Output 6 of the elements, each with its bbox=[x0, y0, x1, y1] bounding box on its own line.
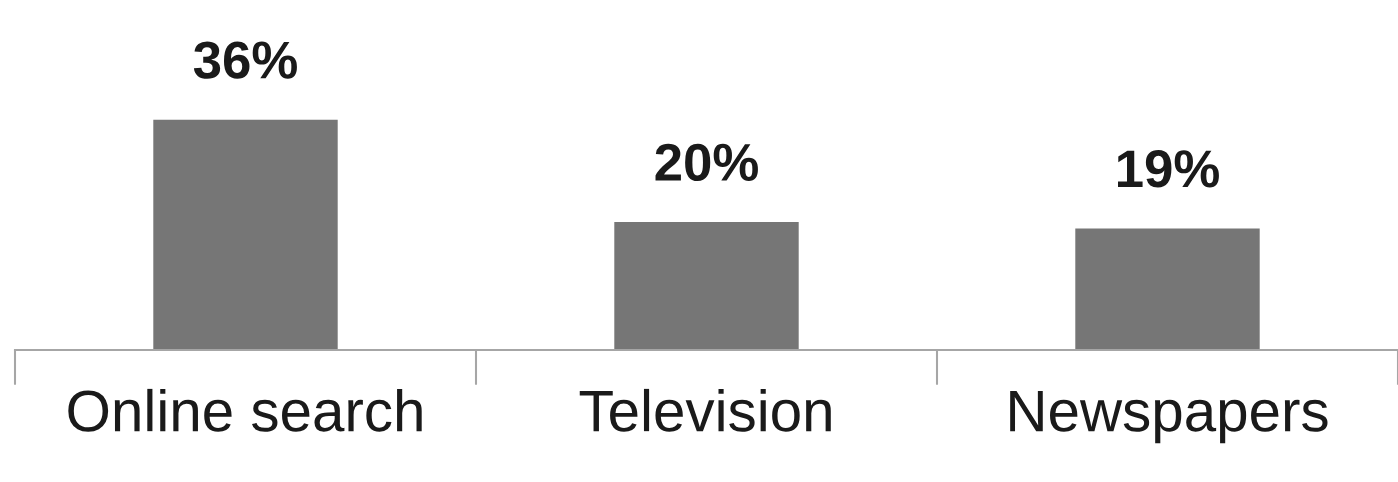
x-tick-label: Television bbox=[579, 388, 831, 432]
data-label: 20% bbox=[655, 143, 758, 182]
x-tick-label: Online search bbox=[68, 388, 422, 432]
data-label: 36% bbox=[193, 41, 297, 79]
data-label: 19% bbox=[1118, 150, 1219, 188]
x-tick-label: Newspapers bbox=[1010, 391, 1328, 444]
